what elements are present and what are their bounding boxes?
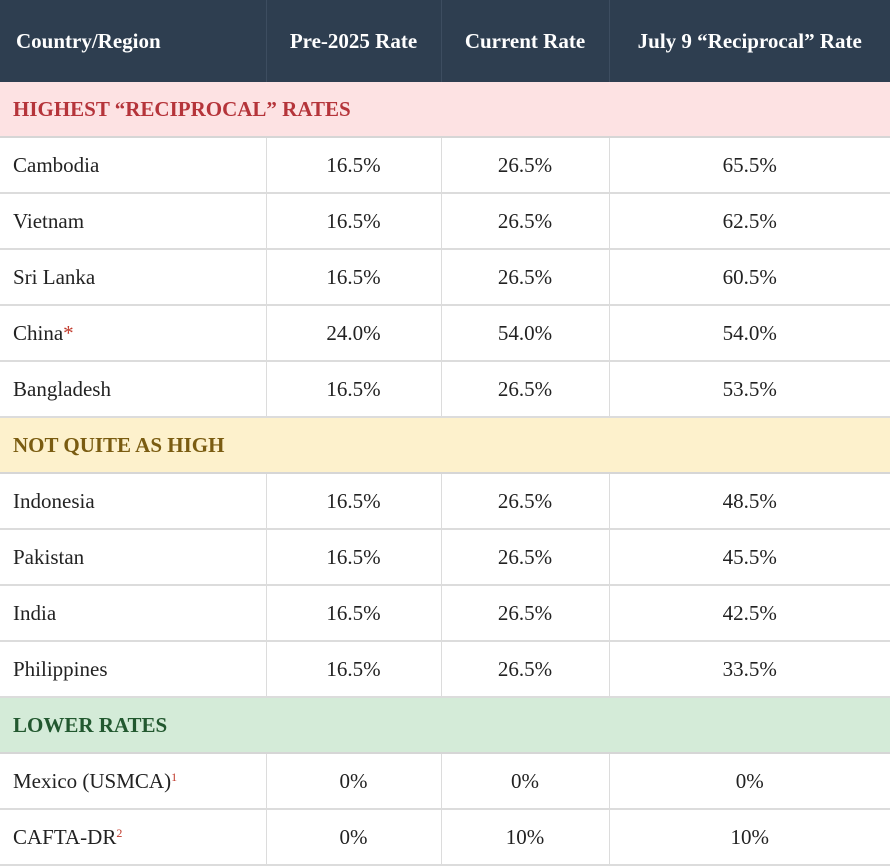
july9-cell: 53.5%: [608, 361, 890, 418]
current-cell: 26.5%: [440, 473, 609, 530]
pre2025-cell: 16.5%: [265, 641, 441, 698]
header-pre-2025-rate: Pre-2025 Rate: [265, 0, 441, 82]
country-cell: Indonesia: [0, 473, 266, 530]
current-cell: 26.5%: [440, 193, 609, 250]
country-cell: Bangladesh: [0, 361, 266, 418]
country-name: China: [13, 320, 64, 345]
july9-cell: 60.5%: [608, 249, 890, 306]
section-header-not-quite-as-high: NOT QUITE AS HIGH: [0, 417, 890, 474]
section-title: NOT QUITE AS HIGH: [0, 417, 890, 474]
july9-cell: 62.5%: [608, 193, 890, 250]
country-name: Vietnam: [13, 208, 85, 233]
july9-cell: 45.5%: [608, 529, 890, 586]
table-body: HIGHEST “RECIPROCAL” RATES Cambodia 16.5…: [0, 82, 890, 866]
section-title: LOWER RATES: [0, 697, 890, 754]
pre2025-cell: 16.5%: [265, 529, 441, 586]
current-cell: 54.0%: [440, 305, 609, 362]
current-cell: 10%: [440, 809, 609, 866]
table-row: India 16.5% 26.5% 42.5%: [0, 585, 890, 642]
july9-cell: 54.0%: [608, 305, 890, 362]
country-name: Pakistan: [13, 544, 85, 569]
july9-cell: 33.5%: [608, 641, 890, 698]
country-cell: Philippines: [0, 641, 266, 698]
country-name: Sri Lanka: [13, 264, 96, 289]
table-row: Vietnam 16.5% 26.5% 62.5%: [0, 193, 890, 250]
country-cell: China*: [0, 305, 266, 362]
country-cell: Vietnam: [0, 193, 266, 250]
country-name: Cambodia: [13, 152, 100, 177]
pre2025-cell: 16.5%: [265, 249, 441, 306]
current-cell: 0%: [440, 753, 609, 810]
current-cell: 26.5%: [440, 585, 609, 642]
asterisk-footnote-marker: *: [63, 320, 74, 345]
footnote-marker: 1: [171, 769, 178, 784]
pre2025-cell: 0%: [265, 753, 441, 810]
header-row: Country/Region Pre-2025 Rate Current Rat…: [0, 0, 890, 82]
table-row: Cambodia 16.5% 26.5% 65.5%: [0, 137, 890, 194]
july9-cell: 0%: [608, 753, 890, 810]
current-cell: 26.5%: [440, 361, 609, 418]
country-cell: Mexico (USMCA)1: [0, 753, 266, 810]
country-name: Mexico (USMCA): [13, 768, 172, 793]
table-row: China* 24.0% 54.0% 54.0%: [0, 305, 890, 362]
july9-cell: 42.5%: [608, 585, 890, 642]
july9-cell: 65.5%: [608, 137, 890, 194]
country-cell: CAFTA-DR2: [0, 809, 266, 866]
country-name: India: [13, 600, 57, 625]
pre2025-cell: 0%: [265, 809, 441, 866]
header-current-rate: Current Rate: [440, 0, 609, 82]
table-row: Bangladesh 16.5% 26.5% 53.5%: [0, 361, 890, 418]
pre2025-cell: 16.5%: [265, 193, 441, 250]
pre2025-cell: 16.5%: [265, 585, 441, 642]
pre2025-cell: 16.5%: [265, 473, 441, 530]
current-cell: 26.5%: [440, 249, 609, 306]
table-row: Indonesia 16.5% 26.5% 48.5%: [0, 473, 890, 530]
pre2025-cell: 24.0%: [265, 305, 441, 362]
country-name: CAFTA-DR: [13, 824, 117, 849]
table-header: Country/Region Pre-2025 Rate Current Rat…: [0, 0, 890, 82]
table-row: Philippines 16.5% 26.5% 33.5%: [0, 641, 890, 698]
table-row: Pakistan 16.5% 26.5% 45.5%: [0, 529, 890, 586]
country-cell: Pakistan: [0, 529, 266, 586]
july9-cell: 48.5%: [608, 473, 890, 530]
section-header-highest: HIGHEST “RECIPROCAL” RATES: [0, 82, 890, 138]
july9-cell: 10%: [608, 809, 890, 866]
section-header-lower-rates: LOWER RATES: [0, 697, 890, 754]
country-name: Philippines: [13, 656, 108, 681]
table-row: Mexico (USMCA)1 0% 0% 0%: [0, 753, 890, 810]
header-july9-rate: July 9 “Reciprocal” Rate: [608, 0, 890, 82]
country-cell: Cambodia: [0, 137, 266, 194]
country-name: Indonesia: [13, 488, 95, 513]
section-title: HIGHEST “RECIPROCAL” RATES: [0, 82, 890, 138]
current-cell: 26.5%: [440, 641, 609, 698]
current-cell: 26.5%: [440, 529, 609, 586]
country-name: Bangladesh: [13, 376, 111, 401]
country-cell: Sri Lanka: [0, 249, 266, 306]
pre2025-cell: 16.5%: [265, 137, 441, 194]
header-country: Country/Region: [0, 0, 266, 82]
footnote-marker: 2: [116, 825, 123, 840]
current-cell: 26.5%: [440, 137, 609, 194]
table-row: CAFTA-DR2 0% 10% 10%: [0, 809, 890, 866]
table-row: Sri Lanka 16.5% 26.5% 60.5%: [0, 249, 890, 306]
country-cell: India: [0, 585, 266, 642]
pre2025-cell: 16.5%: [265, 361, 441, 418]
